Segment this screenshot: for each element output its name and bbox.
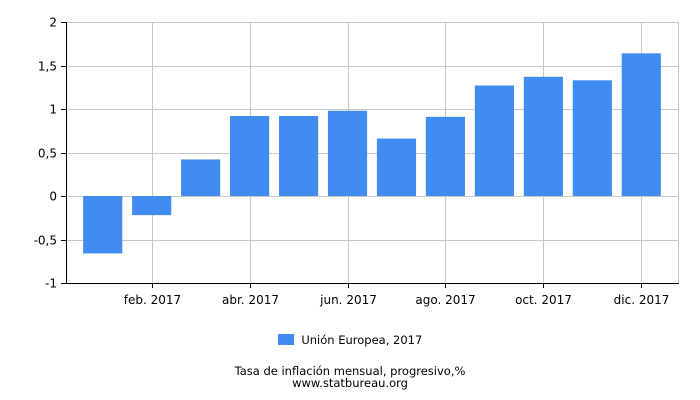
y-tick-label: 1 — [49, 103, 57, 117]
legend-swatch — [277, 334, 294, 345]
bars — [83, 53, 661, 254]
bar — [376, 138, 417, 196]
bar — [181, 159, 221, 196]
y-tick-label: -0,5 — [34, 234, 57, 248]
caption: Tasa de inflación mensual, progresivo,% … — [0, 365, 700, 389]
bar — [83, 196, 123, 254]
chart-caption: Tasa de inflación mensual, progresivo,% — [234, 364, 466, 378]
y-tick-label: 2 — [49, 16, 57, 30]
source-url: www.statbureau.org — [292, 376, 408, 390]
legend-label: Unión Europea, 2017 — [301, 333, 423, 347]
chart: -1 -0,5 0 0,5 1 1,5 2 feb. 2017 abr. 2017 jun. 20… — [34, 16, 679, 308]
tick-labels: -1 -0,5 0 0,5 1 1,5 2 feb. 2017 abr. 2017 jun. 20… — [34, 16, 670, 308]
bar — [132, 196, 172, 216]
bar — [278, 115, 319, 196]
axes — [61, 22, 679, 288]
y-tick-label: 1,5 — [38, 60, 57, 74]
legend: Unión Europea, 2017 — [0, 333, 700, 347]
y-tick-label: 0 — [49, 190, 57, 204]
x-tick-label: dic. 2017 — [614, 293, 670, 307]
bar — [523, 76, 563, 196]
x-tick-label: feb. 2017 — [124, 293, 181, 307]
y-tick-label: 0,5 — [38, 147, 57, 161]
y-tick-label: -1 — [45, 277, 57, 291]
x-tick-label: oct. 2017 — [515, 293, 572, 307]
x-tick-label: jun. 2017 — [319, 293, 377, 307]
x-tick-label: ago. 2017 — [415, 293, 475, 307]
bar — [621, 53, 661, 196]
bar — [572, 80, 612, 196]
bar — [327, 110, 368, 196]
x-tick-label: abr. 2017 — [222, 293, 279, 307]
bar — [230, 115, 270, 196]
bar — [425, 116, 466, 196]
bar — [474, 85, 514, 196]
